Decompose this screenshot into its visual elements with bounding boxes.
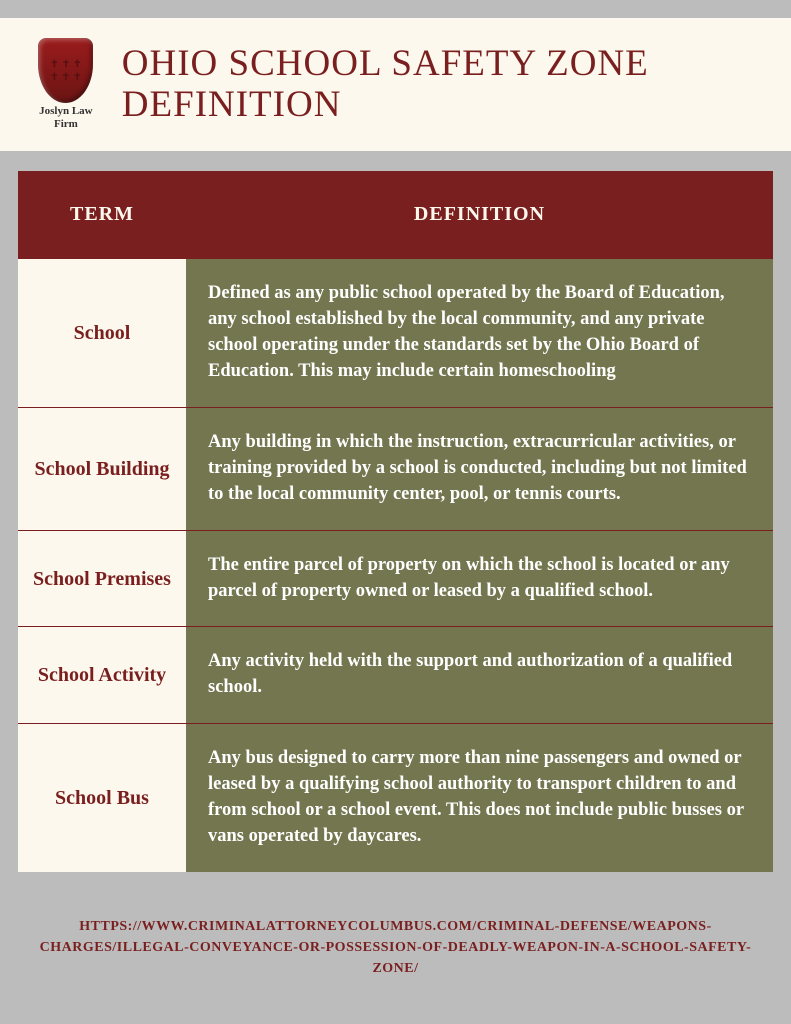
term-cell: School Building [18, 408, 186, 530]
table-row: School Building Any building in which th… [18, 407, 773, 530]
definition-cell: Any building in which the instruction, e… [186, 408, 773, 530]
term-cell: School Bus [18, 724, 186, 872]
definition-cell: Any bus designed to carry more than nine… [186, 724, 773, 872]
definition-cell: The entire parcel of property on which t… [186, 531, 773, 627]
table-row: School Premises The entire parcel of pro… [18, 530, 773, 627]
term-cell: School Activity [18, 627, 186, 723]
header-section: ✝ ✝ ✝ ✝ ✝ ✝ Joslyn Law Firm OHIO SCHOOL … [0, 18, 791, 151]
definitions-table: TERM DEFINITION School Defined as any pu… [18, 171, 773, 871]
definition-cell: Any activity held with the support and a… [186, 627, 773, 723]
definition-cell: Defined as any public school operated by… [186, 259, 773, 407]
shield-icon: ✝ ✝ ✝ ✝ ✝ ✝ [38, 38, 93, 103]
table-row: School Defined as any public school oper… [18, 258, 773, 407]
logo-text: Joslyn Law Firm [30, 105, 102, 131]
term-cell: School Premises [18, 531, 186, 627]
spacer [0, 151, 791, 171]
table-header-definition: DEFINITION [186, 171, 773, 258]
table-header-row: TERM DEFINITION [18, 171, 773, 258]
table-row: School Bus Any bus designed to carry mor… [18, 723, 773, 872]
page-title: OHIO SCHOOL SAFETY ZONE DEFINITION [122, 44, 761, 125]
term-cell: School [18, 259, 186, 407]
table-header-term: TERM [18, 171, 186, 258]
footer-url: HTTPS://WWW.CRIMINALATTORNEYCOLUMBUS.COM… [0, 872, 791, 1024]
table-row: School Activity Any activity held with t… [18, 626, 773, 723]
logo-container: ✝ ✝ ✝ ✝ ✝ ✝ Joslyn Law Firm [30, 38, 102, 131]
